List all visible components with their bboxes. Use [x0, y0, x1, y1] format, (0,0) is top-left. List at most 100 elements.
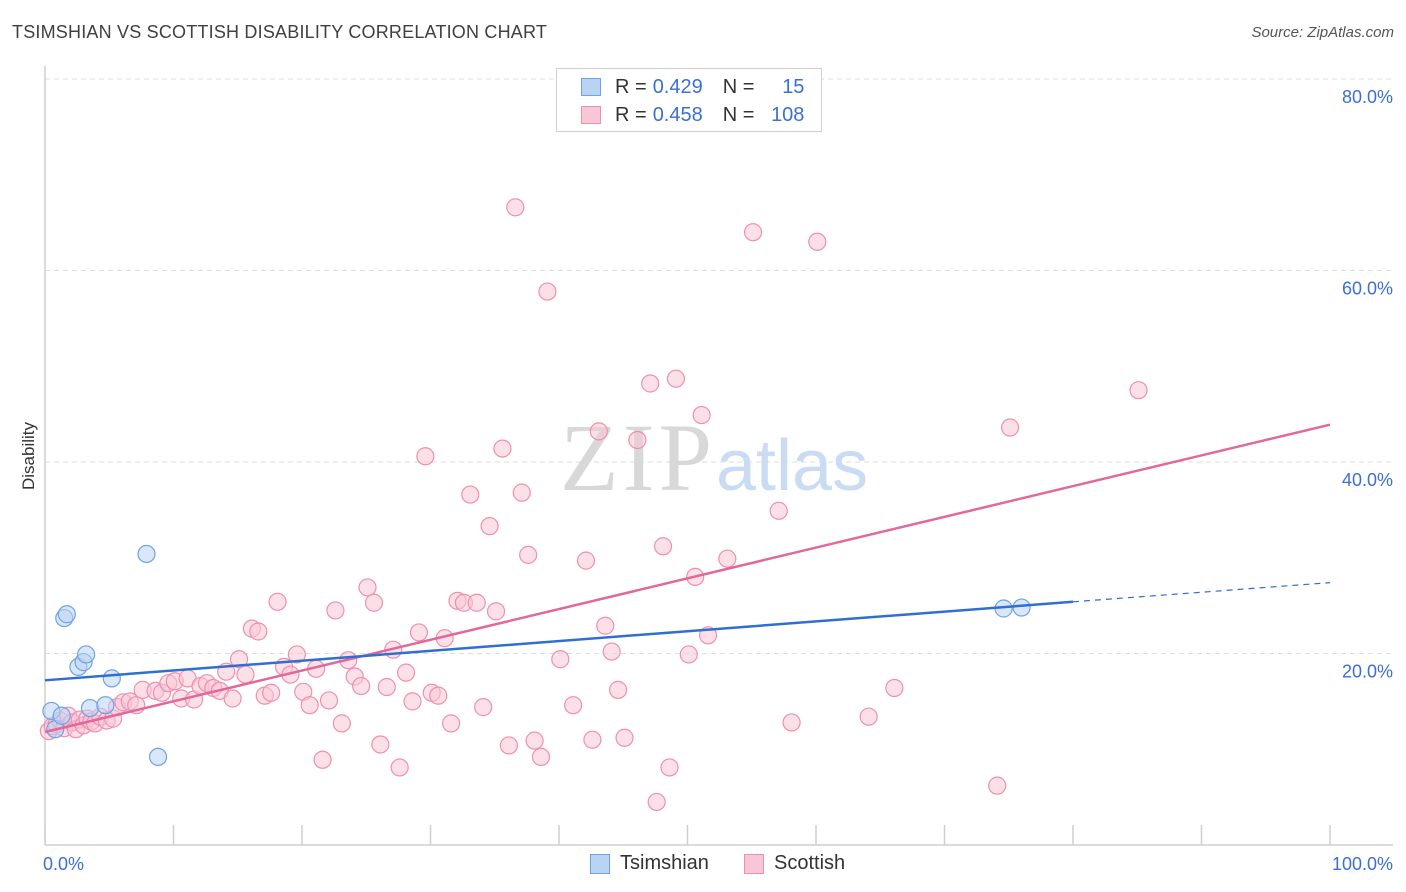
scottish-point: [718, 549, 737, 568]
scottish-point: [467, 593, 486, 612]
scottish-point: [506, 198, 525, 217]
scottish-point: [268, 592, 287, 611]
scottish-point: [352, 676, 371, 696]
scottish-point: [743, 223, 763, 242]
scottish-point: [474, 698, 493, 717]
watermark: ZIP atlas: [560, 404, 868, 511]
scottish-point: [602, 642, 621, 661]
grid: [45, 78, 1393, 654]
tsimshian-point: [137, 544, 156, 564]
scottish-point: [859, 707, 878, 726]
trend-lines: [44, 423, 1331, 734]
data-points: [39, 198, 1148, 812]
scottish-point: [609, 680, 628, 699]
legend-row-tsimshian: R = 0.429 N = 15: [581, 75, 804, 99]
scottish-point: [249, 622, 268, 641]
scottish-point: [313, 750, 332, 769]
scottish-point: [988, 776, 1007, 795]
legend-item-tsimshian: Tsimshian: [590, 852, 709, 875]
legend-swatch-scottish: [581, 106, 601, 124]
legend-n-label: N =: [722, 75, 755, 98]
scottish-point: [519, 545, 538, 564]
scottish-point: [262, 683, 281, 702]
chart-title: TSIMSHIAN VS SCOTTISH DISABILITY CORRELA…: [12, 22, 548, 42]
scottish-point: [403, 692, 422, 711]
scottish-point: [647, 792, 666, 812]
scottish-point: [416, 447, 435, 466]
legend-n-value: 15: [782, 75, 805, 98]
scottish-point: [499, 736, 518, 755]
scottish-point: [551, 650, 570, 669]
scottish-point: [358, 578, 377, 597]
scottish-point: [493, 439, 512, 458]
scottish-point: [390, 758, 409, 777]
scottish-point: [332, 714, 351, 733]
legend-r-label: R =: [615, 75, 647, 98]
watermark-zip: ZIP: [560, 404, 716, 511]
legend-n-value: 108: [771, 103, 805, 126]
y-tick-label: 80.0%: [1342, 87, 1393, 107]
scottish-point: [596, 616, 615, 635]
scottish-point: [525, 731, 544, 750]
scottish-point: [396, 663, 416, 682]
legend-r-value: 0.429: [652, 75, 703, 98]
scottish-point: [666, 369, 686, 388]
tsimshian-point: [52, 706, 71, 725]
tick-labels: 20.0% 40.0% 60.0% 80.0% 0.0% 100.0% Disability: [19, 87, 1393, 874]
tsimshian-point: [96, 696, 115, 715]
scottish-point: [679, 645, 698, 664]
scottish-point: [371, 735, 390, 754]
y-tick-label: 40.0%: [1342, 470, 1393, 490]
legend-box: R = 0.429 N = 15 R = 0.458 N = 108: [556, 68, 822, 132]
tsimshian-point: [102, 669, 121, 688]
scottish-point: [486, 602, 506, 621]
tsimshian-trend-extension: [1072, 582, 1331, 603]
scottish-point: [583, 730, 602, 749]
legend-item-scottish: Scottish: [744, 852, 845, 875]
scottish-point: [364, 593, 384, 612]
tsimshian-point: [80, 698, 100, 718]
legend-label-scottish: Scottish: [774, 852, 846, 874]
scottish-point: [538, 282, 557, 301]
legend-swatch-tsimshian: [581, 78, 601, 96]
scottish-trend-line: [44, 423, 1331, 734]
legend-swatch-tsimshian: [590, 853, 610, 874]
tsimshian-point: [57, 605, 76, 624]
scottish-point: [653, 537, 673, 556]
scottish-point: [377, 677, 396, 697]
y-axis-label: Disability: [19, 421, 38, 490]
scottish-point: [692, 405, 711, 425]
scottish-point: [287, 645, 306, 664]
y-tick-label: 20.0%: [1342, 662, 1393, 682]
source-label: Source: ZipAtlas.com: [1251, 24, 1394, 41]
scottish-point: [229, 650, 249, 669]
legend-r-label: R =: [615, 103, 647, 126]
scottish-point: [615, 728, 634, 747]
scottish-point: [531, 747, 551, 767]
scottish-point: [300, 696, 319, 715]
y-tick-label: 60.0%: [1342, 279, 1393, 299]
scottish-point: [480, 517, 499, 536]
scottish-point: [1129, 381, 1148, 400]
scottish-point: [429, 686, 448, 705]
tsimshian-trend-line: [44, 600, 1074, 682]
scottish-point: [409, 623, 429, 642]
scottish-point: [782, 713, 801, 732]
x-tick-label-min: 0.0%: [43, 854, 84, 874]
scottish-point: [1000, 418, 1020, 437]
scottish-point: [628, 430, 647, 450]
scottish-point: [641, 374, 660, 393]
legend-r-value: 0.458: [652, 103, 703, 126]
scottish-point: [808, 232, 827, 251]
tsimshian-point: [148, 747, 168, 767]
legend-label-tsimshian: Tsimshian: [620, 852, 709, 874]
scottish-point: [660, 758, 679, 777]
legend-swatch-scottish: [744, 853, 764, 874]
scottish-point: [576, 551, 596, 570]
x-tick-label-max: 100.0%: [1332, 854, 1393, 874]
legend-row-scottish: R = 0.458 N = 108: [581, 103, 804, 127]
scottish-point: [885, 678, 904, 698]
scottish-point: [441, 714, 461, 733]
tsimshian-point: [77, 645, 96, 664]
